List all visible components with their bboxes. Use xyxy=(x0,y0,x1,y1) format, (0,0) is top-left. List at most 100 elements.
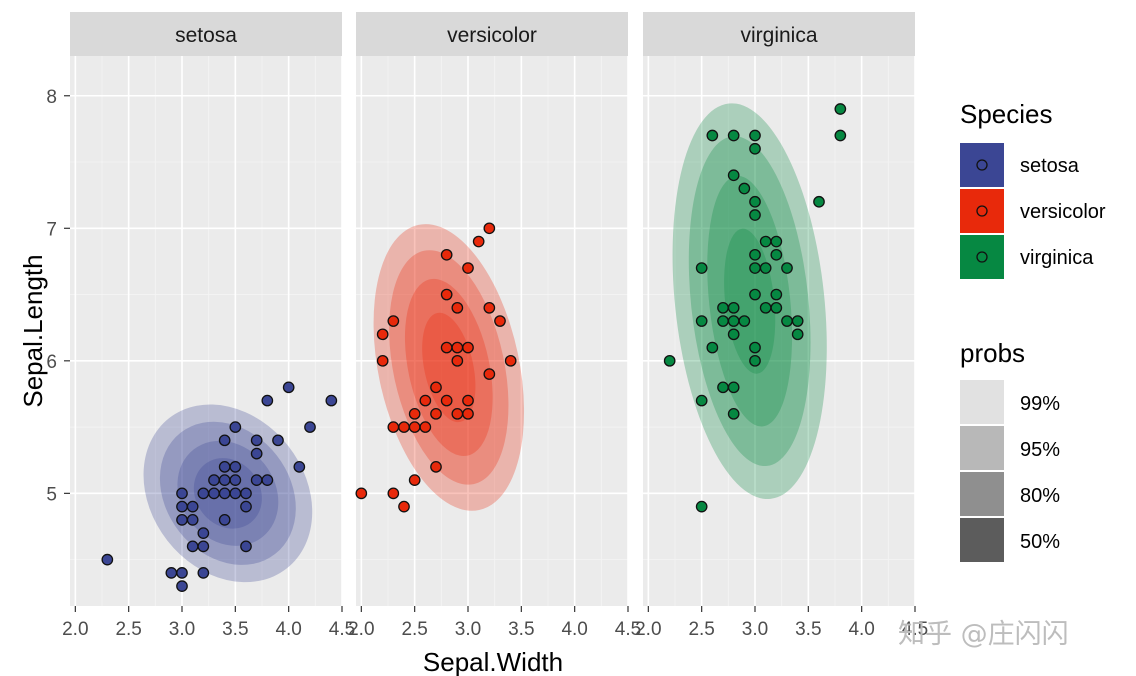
facet-virginica: virginica 2.0 2.5 3.0 3.5 4.0 4.5 xyxy=(635,12,928,640)
data-point xyxy=(770,301,783,314)
legend-key-bg xyxy=(960,426,1004,470)
data-point xyxy=(483,222,496,235)
x-tick-label: 4.0 xyxy=(275,619,301,640)
data-point xyxy=(408,421,421,433)
data-point xyxy=(398,500,410,513)
x-tick-label: 4.0 xyxy=(561,619,587,640)
data-point xyxy=(229,487,242,500)
data-point xyxy=(165,567,178,579)
data-point xyxy=(462,394,474,407)
data-point xyxy=(727,381,740,394)
data-point xyxy=(250,474,263,486)
data-point xyxy=(483,368,496,380)
facet-versicolor: versicolor 2.0 2.5 3.0 3.5 4.0 4.5 xyxy=(348,12,641,640)
data-point xyxy=(834,129,847,142)
data-point xyxy=(781,315,793,327)
data-point xyxy=(663,354,676,367)
data-point xyxy=(398,421,410,433)
data-point xyxy=(186,540,199,553)
data-point xyxy=(387,315,400,327)
panel-background xyxy=(643,56,915,606)
x-tick-label: 2.5 xyxy=(401,619,427,640)
data-point xyxy=(101,553,114,566)
data-point xyxy=(738,182,751,195)
data-point xyxy=(749,262,761,274)
data-point xyxy=(717,301,729,314)
legend-key-99% xyxy=(960,380,1004,424)
y-tick-label: 5 xyxy=(46,484,57,505)
data-point xyxy=(770,235,783,248)
data-point xyxy=(462,407,474,420)
x-tick-label: 3.0 xyxy=(455,619,481,640)
x-tick-label: 4.5 xyxy=(615,619,641,640)
data-point xyxy=(717,381,729,394)
data-point xyxy=(229,474,242,486)
data-point xyxy=(408,474,421,486)
legend-label: versicolor xyxy=(1020,201,1106,223)
density-region-99 xyxy=(672,103,827,500)
facet-strip-label: virginica xyxy=(740,24,817,47)
data-point xyxy=(387,487,400,500)
data-point xyxy=(727,169,740,182)
facet-strip xyxy=(356,12,628,56)
legend-label: 50% xyxy=(1020,531,1060,553)
data-point xyxy=(727,315,740,327)
data-point xyxy=(770,288,783,301)
x-tick-label: 2.0 xyxy=(635,619,661,640)
data-point xyxy=(717,315,729,327)
density-region-99 xyxy=(373,224,525,511)
data-point xyxy=(738,315,751,327)
data-point xyxy=(430,460,442,473)
x-tick-label: 3.5 xyxy=(508,619,534,640)
data-point xyxy=(695,315,708,327)
data-point xyxy=(451,407,464,420)
data-point xyxy=(749,209,761,221)
data-point xyxy=(791,315,804,327)
data-point xyxy=(695,394,708,407)
data-point xyxy=(250,447,263,460)
legend-title: Species xyxy=(960,99,1053,129)
facet-strip xyxy=(70,12,342,56)
y-tick-label: 7 xyxy=(46,219,57,240)
data-point xyxy=(749,248,761,261)
data-point xyxy=(462,341,474,354)
y-tick-label: 8 xyxy=(46,87,57,108)
data-point xyxy=(834,103,847,115)
facet-setosa: setosa 2.0 2.5 3.0 3.5 4.0 4.5 xyxy=(62,12,355,640)
data-point xyxy=(504,354,517,367)
data-point xyxy=(218,460,231,473)
legend-label: virginica xyxy=(1020,247,1094,269)
data-point xyxy=(749,142,761,155)
data-point xyxy=(781,262,793,274)
panel-background xyxy=(70,56,342,606)
data-point xyxy=(494,315,506,327)
data-point xyxy=(240,540,252,553)
x-tick-label: 4.5 xyxy=(902,619,928,640)
data-point xyxy=(770,248,783,261)
data-point xyxy=(462,262,474,274)
data-point xyxy=(240,487,252,500)
facet-strip-label: setosa xyxy=(175,24,237,47)
data-point xyxy=(387,421,400,433)
data-point xyxy=(218,487,231,500)
legend-label: setosa xyxy=(1020,155,1080,177)
x-tick-label: 3.5 xyxy=(222,619,248,640)
legend-label: 95% xyxy=(1020,439,1060,461)
legend-key-50% xyxy=(960,518,1004,562)
data-point xyxy=(695,262,708,274)
data-point xyxy=(197,487,210,500)
x-axis-title: Sepal.Width xyxy=(423,647,563,676)
x-tick-label: 3.0 xyxy=(169,619,195,640)
data-point xyxy=(208,487,220,500)
x-tick-label: 4.5 xyxy=(329,619,355,640)
x-tick-label: 2.0 xyxy=(348,619,374,640)
x-tick-label: 3.0 xyxy=(742,619,768,640)
data-point xyxy=(727,301,740,314)
legend-title: probs xyxy=(960,338,1025,368)
data-point xyxy=(282,381,295,394)
data-point xyxy=(376,328,389,341)
data-point xyxy=(759,235,772,248)
legend-key-point xyxy=(976,205,988,217)
y-axis-title: Sepal.Length xyxy=(18,254,48,407)
